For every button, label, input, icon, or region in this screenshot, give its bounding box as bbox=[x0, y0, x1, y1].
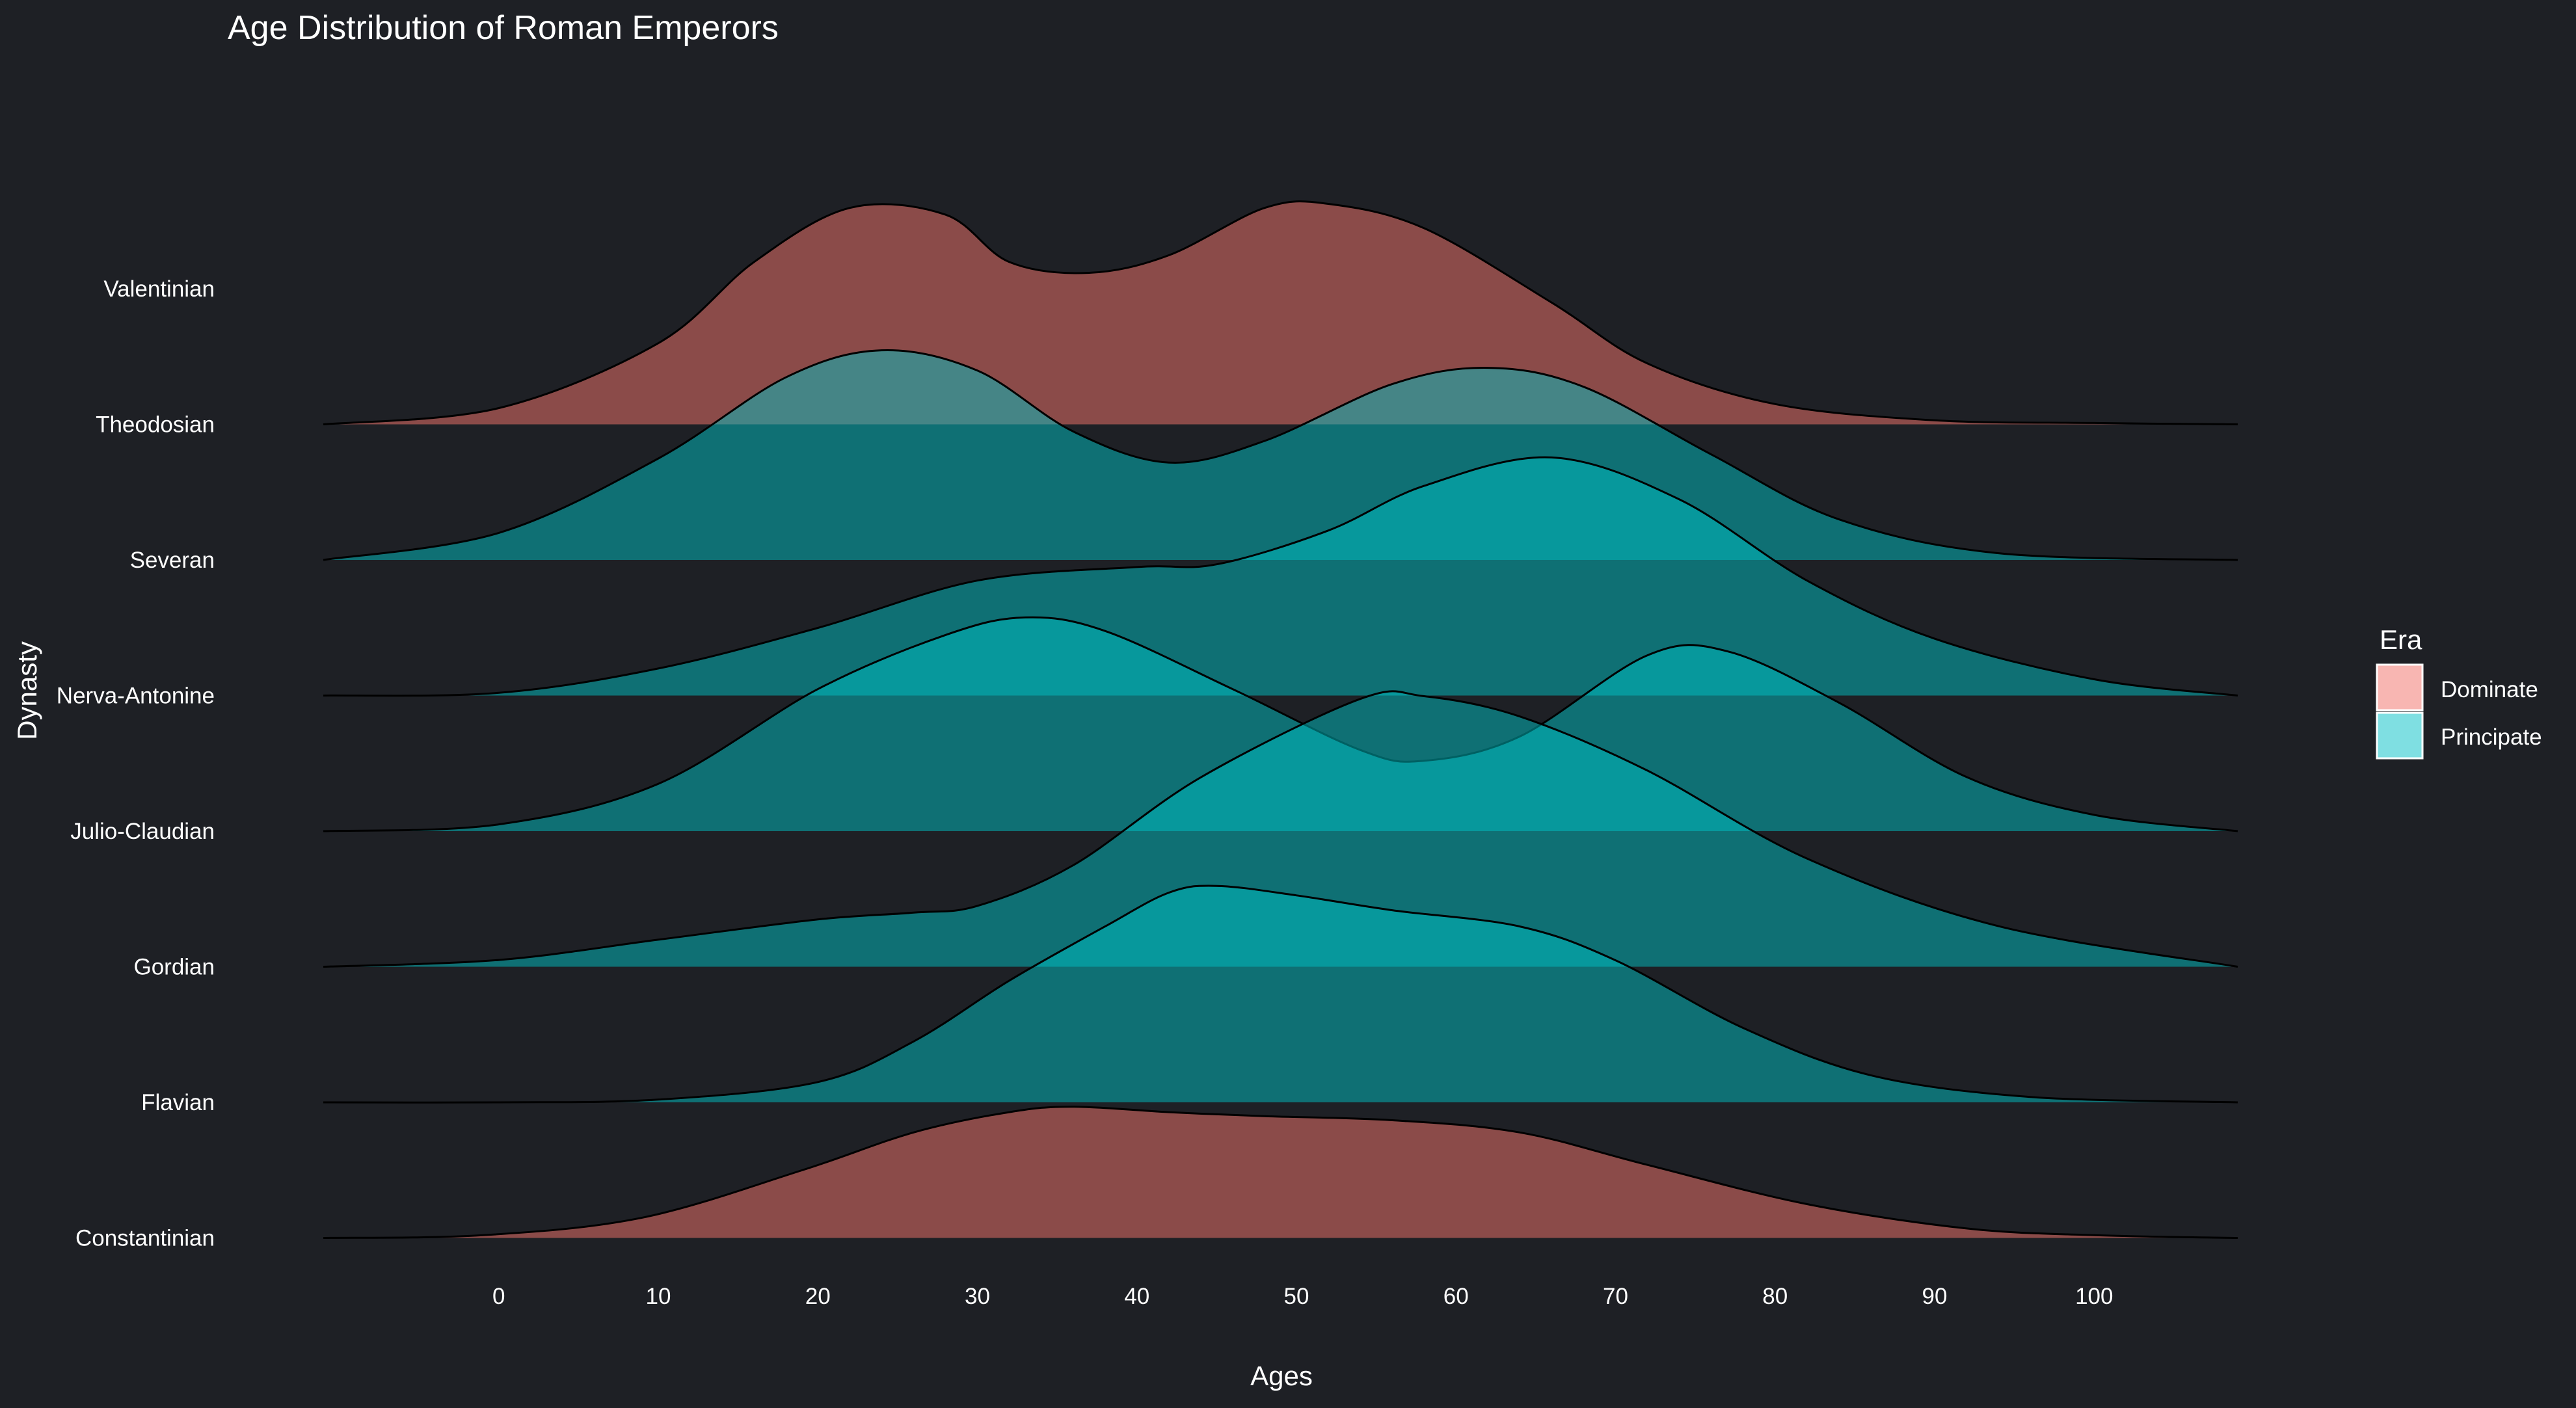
ridge-outline-theodosian bbox=[323, 200, 2238, 425]
x-tick-label: 10 bbox=[646, 1284, 671, 1309]
x-tick-label: 90 bbox=[1922, 1284, 1948, 1309]
x-tick-label: 100 bbox=[2075, 1284, 2113, 1309]
ridge-nerva-antonine bbox=[323, 456, 2238, 697]
y-tick-label: Severan bbox=[130, 548, 215, 573]
ridges-layer bbox=[323, 200, 2238, 1239]
x-tick-label: 30 bbox=[965, 1284, 990, 1309]
legend-title: Era bbox=[2380, 624, 2422, 655]
legend-label-principate: Principate bbox=[2441, 724, 2542, 750]
ridge-outline-severan bbox=[323, 349, 2238, 561]
ridge-fill-julio-claudian bbox=[323, 617, 2238, 831]
ridge-fill-nerva-antonine bbox=[323, 457, 2238, 696]
x-tick-label: 80 bbox=[1762, 1284, 1788, 1309]
x-tick-label: 0 bbox=[492, 1284, 505, 1309]
y-axis-title: Dynasty bbox=[12, 641, 42, 740]
x-axis-title: Ages bbox=[1250, 1361, 1313, 1391]
y-tick-label: Valentinian bbox=[103, 276, 215, 302]
x-tick-label: 60 bbox=[1443, 1284, 1469, 1309]
x-tick-label: 20 bbox=[805, 1284, 831, 1309]
chart-title: Age Distribution of Roman Emperors bbox=[228, 9, 779, 47]
legend-item-principate: Principate bbox=[2376, 711, 2542, 760]
ridge-outline-constantinian bbox=[323, 1106, 2238, 1239]
legend-item-dominate: Dominate bbox=[2376, 663, 2538, 711]
ridge-fill-theodosian bbox=[323, 201, 2238, 425]
ridge-severan bbox=[323, 349, 2238, 561]
x-tick-label: 40 bbox=[1124, 1284, 1149, 1309]
ridge-fill-constantinian bbox=[323, 1106, 2238, 1238]
ridge-constantinian bbox=[323, 1106, 2238, 1239]
ridge-fill-severan bbox=[323, 350, 2238, 560]
ridge-theodosian bbox=[323, 200, 2238, 425]
legend-label-dominate: Dominate bbox=[2441, 677, 2538, 702]
x-tick-label: 70 bbox=[1603, 1284, 1628, 1309]
ridge-gordian bbox=[323, 690, 2238, 968]
y-tick-label: Nerva-Antonine bbox=[57, 684, 215, 709]
legend-swatch-principate bbox=[2376, 711, 2424, 760]
y-tick-label: Theodosian bbox=[96, 412, 215, 438]
ridge-outline-flavian bbox=[323, 884, 2238, 1104]
ridge-fill-gordian bbox=[323, 691, 2238, 967]
ridge-flavian bbox=[323, 884, 2238, 1104]
ridge-fill-flavian bbox=[323, 886, 2238, 1103]
dynasty-labels: Constantinian Flavian Gordian Julio-Claudia… bbox=[57, 276, 215, 1251]
y-tick-label: Gordian bbox=[133, 955, 215, 980]
y-tick-label: Julio-Claudian bbox=[70, 819, 215, 844]
y-tick-label: Constantinian bbox=[75, 1226, 215, 1251]
legend: Era Dominate Principate bbox=[2376, 624, 2542, 760]
x-tick-label: 50 bbox=[1284, 1284, 1309, 1309]
legend-swatch-dominate bbox=[2376, 663, 2424, 711]
y-tick-label: Flavian bbox=[141, 1090, 215, 1115]
ridge-outline-gordian bbox=[323, 690, 2238, 968]
ridge-outline-nerva-antonine bbox=[323, 456, 2238, 697]
x-tick-labels: 0 10 20 30 40 50 60 70 80 90 100 bbox=[492, 1284, 2113, 1309]
